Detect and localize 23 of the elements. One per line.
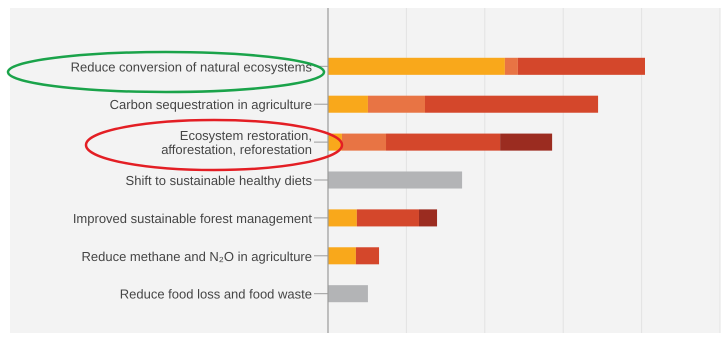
bar	[356, 247, 380, 264]
bar	[418, 209, 438, 226]
y-tick-label: Carbon sequestration in agriculture	[110, 96, 312, 112]
bar	[328, 171, 462, 189]
bar	[500, 134, 552, 151]
bar	[504, 58, 518, 75]
bar	[328, 285, 368, 302]
y-tick-label: Reduce food loss and food waste	[120, 286, 312, 302]
bar	[425, 96, 598, 113]
bar	[328, 247, 356, 264]
bar	[342, 134, 386, 151]
y-tick-label: Ecosystem restoration, afforestation, reforestation	[161, 128, 312, 157]
bar	[518, 58, 645, 75]
bar	[386, 134, 500, 151]
bar	[328, 209, 357, 226]
bar	[328, 58, 505, 75]
bar	[356, 209, 419, 226]
y-tick-label: Reduce methane and N₂O in agriculture	[81, 248, 312, 264]
y-tick-label: Shift to sustainable healthy diets	[126, 172, 312, 188]
y-tick-label: Improved sustainable forest management	[72, 210, 312, 226]
bar	[328, 96, 368, 113]
bar	[368, 96, 425, 113]
y-tick-label: Reduce conversion of natural ecosystems	[70, 58, 312, 74]
